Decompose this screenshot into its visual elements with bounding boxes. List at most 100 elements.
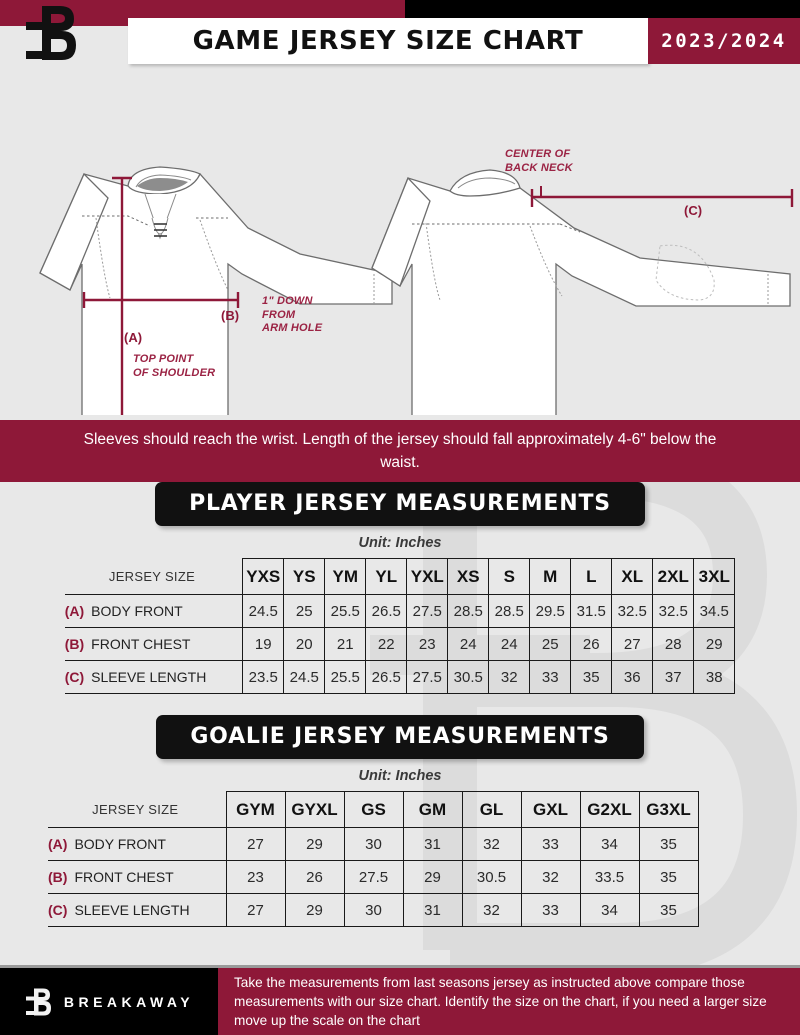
- measurement-value-cell: 33: [520, 893, 581, 927]
- player-measurements-section: PLAYER JERSEY MEASUREMENTS Unit: Inches …: [0, 482, 800, 694]
- footer-instructions: Take the measurements from last seasons …: [218, 968, 800, 1035]
- size-header-cell: XL: [611, 558, 654, 595]
- measurement-label-cell: (C) SLEEVE LENGTH: [64, 660, 244, 694]
- measurement-value-cell: 25: [283, 594, 326, 628]
- size-header-cell: S: [488, 558, 531, 595]
- measurement-value-cell: 30.5: [461, 860, 522, 894]
- fit-instructions-banner: Sleeves should reach the wrist. Length o…: [0, 420, 800, 482]
- table-header-row: JERSEY SIZE YXS YS YM YL YXL XS S M L XL 2XL 3XL: [64, 558, 736, 595]
- table-header-row: JERSEY SIZE GYM GYXL GS GM GL GXL G2XL G3XL: [48, 791, 752, 828]
- measurement-value-cell: 35: [570, 660, 613, 694]
- table-row: (A) BODY FRONT 27 29 30 31 32 33 34 35: [48, 827, 752, 861]
- size-header-cell: YXS: [242, 558, 285, 595]
- measurement-value-cell: 34: [579, 827, 640, 861]
- season-year-label: 2023/2024: [661, 30, 787, 52]
- measurement-value-cell: 27: [225, 827, 286, 861]
- measurement-value-cell: 33: [520, 827, 581, 861]
- measurement-value-cell: 31.5: [570, 594, 613, 628]
- measurement-value-cell: 32: [520, 860, 581, 894]
- table-row: (A) BODY FRONT 24.5 25 25.5 26.5 27.5 28.5 28.5 2…: [64, 594, 736, 628]
- measurement-value-cell: 33.5: [579, 860, 640, 894]
- measurement-value-cell: 35: [638, 827, 699, 861]
- measurement-value-cell: 23: [406, 627, 449, 661]
- measurement-value-cell: 25.5: [324, 594, 367, 628]
- measurement-value-cell: 20: [283, 627, 326, 661]
- size-header-cell: M: [529, 558, 572, 595]
- measurement-name: BODY FRONT: [74, 836, 166, 852]
- measurement-value-cell: 38: [693, 660, 736, 694]
- measurement-value-cell: 26.5: [365, 594, 408, 628]
- page-title-plate: GAME JERSEY SIZE CHART: [128, 18, 648, 64]
- page-title: GAME JERSEY SIZE CHART: [192, 26, 584, 56]
- page-footer: BREAKAWAY Take the measurements from las…: [0, 968, 800, 1035]
- table-row: (C) SLEEVE LENGTH 23.5 24.5 25.5 26.5 27.5 30.5…: [64, 660, 736, 694]
- measurement-value-cell: 28.5: [447, 594, 490, 628]
- measurement-value-cell: 25: [529, 627, 572, 661]
- goalie-unit-label: Unit: Inches: [358, 768, 442, 784]
- measurement-value-cell: 31: [402, 893, 463, 927]
- annotation-top-point-of-shoulder: TOP POINT OF SHOULDER: [133, 353, 216, 379]
- size-header-cell: GYXL: [284, 791, 345, 828]
- size-header-cell: XS: [447, 558, 490, 595]
- measurement-value-cell: 37: [652, 660, 695, 694]
- measurement-name: FRONT CHEST: [74, 869, 174, 885]
- size-header-cell: 3XL: [693, 558, 736, 595]
- measurement-marker: (A): [64, 603, 85, 619]
- measurement-marker: (C): [48, 902, 68, 918]
- size-header-cell: G3XL: [638, 791, 699, 828]
- table-row: (B) FRONT CHEST 23 26 27.5 29 30.5 32 33.5 35: [48, 860, 752, 894]
- season-year-badge: 2023/2024: [648, 18, 800, 64]
- empty-cell: [698, 828, 752, 861]
- measure-lines: [82, 176, 794, 415]
- measurement-value-cell: 24.5: [242, 594, 285, 628]
- measurement-value-cell: 23.5: [242, 660, 285, 694]
- empty-cell: [698, 894, 752, 927]
- measurement-value-cell: 25.5: [324, 660, 367, 694]
- measurement-value-cell: 22: [365, 627, 408, 661]
- goalie-size-table: JERSEY SIZE GYM GYXL GS GM GL GXL G2XL G3XL (A) BO…: [48, 791, 752, 927]
- jersey-illustration-area: CENTER OF BACK NECK 1" DOWN FROM ARM HOL…: [0, 68, 800, 415]
- footer-brand-name: BREAKAWAY: [63, 993, 195, 1010]
- measurement-value-cell: 32: [488, 660, 531, 694]
- measurement-value-cell: 34: [579, 893, 640, 927]
- measurement-name: SLEEVE LENGTH: [74, 902, 190, 918]
- measurement-marker: (B): [64, 636, 85, 652]
- measurement-marker: (B): [48, 869, 68, 885]
- table-row: (B) FRONT CHEST 19 20 21 22 23 24 24 25 26 27 28 29: [64, 627, 736, 661]
- goalie-table-body: JERSEY SIZE GYM GYXL GS GM GL GXL G2XL G3XL (A) BO…: [48, 791, 752, 927]
- marker-c-label: (C): [684, 203, 703, 218]
- measurement-label-cell: (A) BODY FRONT: [64, 594, 244, 628]
- measurement-label-cell: (B) FRONT CHEST: [64, 627, 244, 661]
- measurement-value-cell: 34.5: [693, 594, 736, 628]
- measurement-value-cell: 27.5: [406, 660, 449, 694]
- measurement-value-cell: 21: [324, 627, 367, 661]
- measurement-value-cell: 29: [284, 893, 345, 927]
- measurement-value-cell: 28: [652, 627, 695, 661]
- measurement-value-cell: 26: [284, 860, 345, 894]
- measurement-name: FRONT CHEST: [91, 636, 191, 652]
- measurement-value-cell: 27.5: [406, 594, 449, 628]
- size-header-cell: GL: [461, 791, 522, 828]
- jersey-front-illustration: [39, 166, 393, 415]
- measurement-value-cell: 30: [343, 827, 404, 861]
- measurement-value-cell: 26: [570, 627, 613, 661]
- player-unit-label: Unit: Inches: [358, 535, 442, 551]
- measurement-value-cell: 29: [284, 827, 345, 861]
- size-header-cell: GYM: [225, 791, 286, 828]
- measurement-value-cell: 27: [225, 893, 286, 927]
- breakaway-b-logo-icon: [22, 2, 82, 64]
- measurement-value-cell: 29: [693, 627, 736, 661]
- measurement-value-cell: 32: [461, 893, 522, 927]
- player-size-table: JERSEY SIZE YXS YS YM YL YXL XS S M L XL 2XL 3XL (A) B…: [64, 558, 736, 694]
- footer-brand: BREAKAWAY: [0, 968, 218, 1035]
- measurement-label-cell: (A) BODY FRONT: [48, 827, 227, 861]
- table-row: (C) SLEEVE LENGTH 27 29 30 31 32 33 34 35: [48, 893, 752, 927]
- measurement-value-cell: 24: [488, 627, 531, 661]
- measurement-value-cell: 36: [611, 660, 654, 694]
- measurement-value-cell: 33: [529, 660, 572, 694]
- player-table-body: JERSEY SIZE YXS YS YM YL YXL XS S M L XL 2XL 3XL (A) B…: [64, 558, 736, 694]
- measurement-value-cell: 30.5: [447, 660, 490, 694]
- measurement-name: BODY FRONT: [91, 603, 183, 619]
- measurement-name: SLEEVE LENGTH: [91, 669, 207, 685]
- player-section-heading: PLAYER JERSEY MEASUREMENTS: [155, 482, 645, 526]
